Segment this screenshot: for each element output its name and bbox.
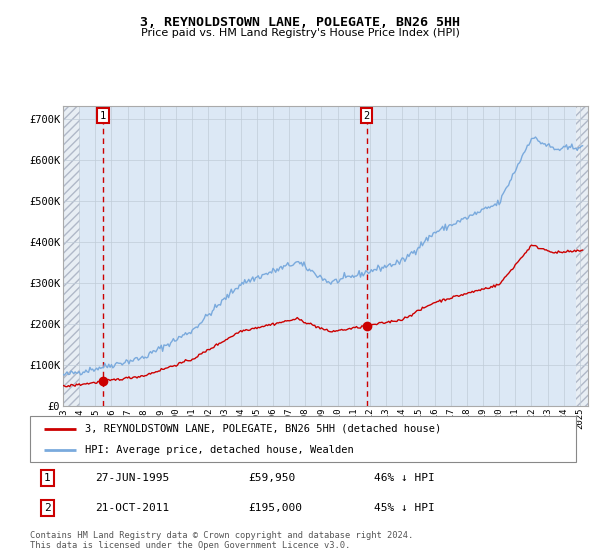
Text: Price paid vs. HM Land Registry's House Price Index (HPI): Price paid vs. HM Land Registry's House … [140, 28, 460, 38]
Text: 21-OCT-2011: 21-OCT-2011 [95, 503, 170, 514]
Text: 1: 1 [100, 111, 106, 121]
Text: £59,950: £59,950 [248, 473, 296, 483]
Text: £195,000: £195,000 [248, 503, 302, 514]
Text: 3, REYNOLDSTOWN LANE, POLEGATE, BN26 5HH: 3, REYNOLDSTOWN LANE, POLEGATE, BN26 5HH [140, 16, 460, 29]
Text: 2: 2 [44, 503, 51, 514]
Text: 45% ↓ HPI: 45% ↓ HPI [374, 503, 435, 514]
Text: 27-JUN-1995: 27-JUN-1995 [95, 473, 170, 483]
Text: Contains HM Land Registry data © Crown copyright and database right 2024.
This d: Contains HM Land Registry data © Crown c… [30, 531, 413, 550]
Text: HPI: Average price, detached house, Wealden: HPI: Average price, detached house, Weal… [85, 445, 353, 455]
Text: 46% ↓ HPI: 46% ↓ HPI [374, 473, 435, 483]
Text: 3, REYNOLDSTOWN LANE, POLEGATE, BN26 5HH (detached house): 3, REYNOLDSTOWN LANE, POLEGATE, BN26 5HH… [85, 423, 441, 433]
Text: 1: 1 [44, 473, 51, 483]
Text: 2: 2 [364, 111, 370, 121]
FancyBboxPatch shape [30, 416, 576, 462]
